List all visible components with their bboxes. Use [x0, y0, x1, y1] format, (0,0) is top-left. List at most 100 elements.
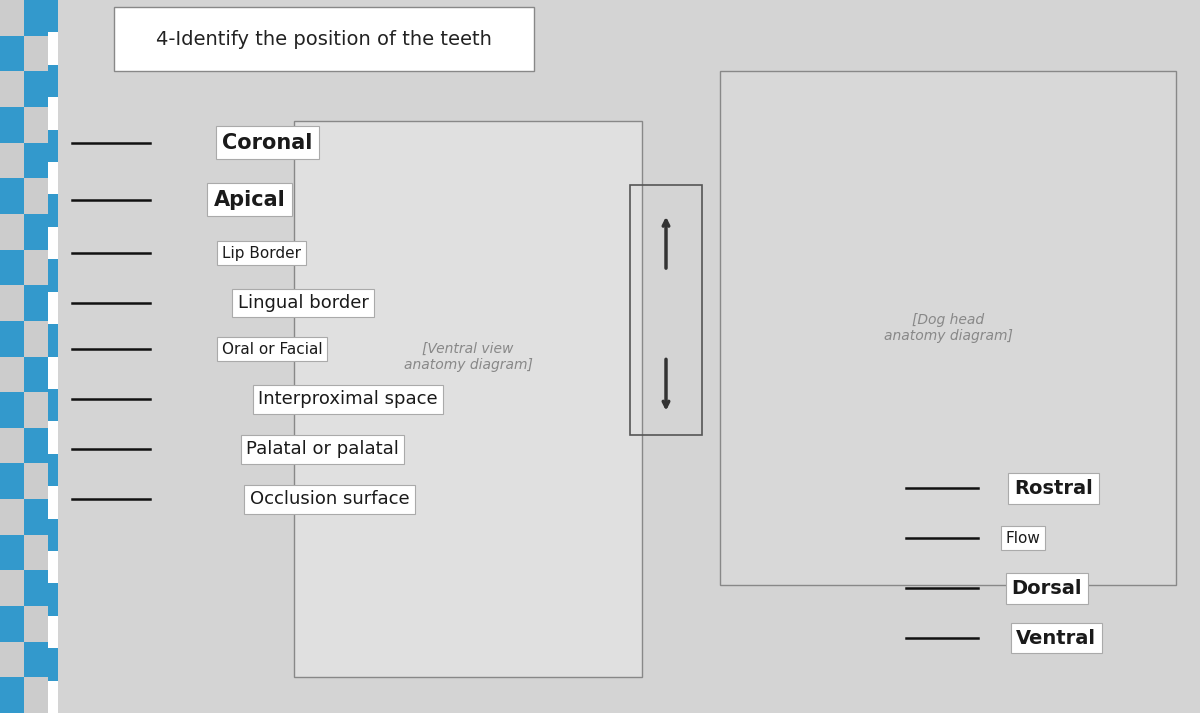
Bar: [0, 130, 58, 162]
Bar: [0, 285, 24, 321]
Bar: [29, 356, 58, 389]
Bar: [0, 356, 24, 392]
Bar: [24, 428, 48, 463]
Text: Dorsal: Dorsal: [1012, 579, 1082, 597]
Bar: [24, 285, 48, 321]
Bar: [29, 227, 58, 260]
Bar: [29, 130, 58, 162]
Bar: [0, 570, 24, 606]
Bar: [0, 392, 24, 428]
Bar: [0, 583, 58, 616]
Text: Rostral: Rostral: [1014, 479, 1093, 498]
Bar: [24, 392, 48, 428]
Bar: [0, 227, 58, 260]
Bar: [0, 292, 58, 324]
Bar: [24, 606, 48, 642]
Bar: [29, 551, 58, 583]
Text: Oral or Facial: Oral or Facial: [222, 342, 323, 357]
Bar: [0, 250, 24, 285]
Bar: [0, 0, 24, 36]
Text: Coronal: Coronal: [222, 133, 312, 153]
Bar: [24, 71, 48, 107]
Bar: [0, 389, 58, 421]
Text: Palatal or palatal: Palatal or palatal: [246, 440, 398, 458]
Bar: [0, 97, 58, 130]
Bar: [29, 421, 58, 453]
Text: Apical: Apical: [214, 190, 286, 210]
Bar: [24, 570, 48, 606]
Bar: [0, 616, 58, 648]
Bar: [29, 195, 58, 227]
Bar: [0, 453, 58, 486]
Bar: [0, 486, 58, 518]
FancyBboxPatch shape: [114, 7, 534, 71]
Bar: [29, 260, 58, 292]
Text: 4-Identify the position of the teeth: 4-Identify the position of the teeth: [156, 30, 492, 48]
Bar: [0, 681, 58, 713]
Bar: [29, 648, 58, 681]
Bar: [0, 107, 24, 143]
Bar: [24, 677, 48, 713]
Bar: [29, 65, 58, 97]
Bar: [24, 214, 48, 250]
Bar: [0, 214, 24, 250]
Bar: [0, 518, 58, 551]
Bar: [0, 71, 24, 107]
Bar: [29, 518, 58, 551]
Bar: [0, 642, 24, 677]
Bar: [0, 677, 24, 713]
Bar: [29, 453, 58, 486]
Text: Ventral: Ventral: [1016, 629, 1097, 647]
Bar: [720, 71, 1176, 585]
Bar: [0, 535, 24, 570]
Bar: [29, 486, 58, 518]
Bar: [24, 642, 48, 677]
Text: [Dog head
anatomy diagram]: [Dog head anatomy diagram]: [883, 313, 1013, 343]
Bar: [0, 32, 58, 65]
Bar: [24, 499, 48, 535]
Bar: [29, 389, 58, 421]
Bar: [294, 121, 642, 677]
Bar: [0, 65, 58, 97]
Bar: [0, 0, 34, 713]
Text: Interproximal space: Interproximal space: [258, 390, 438, 409]
Bar: [0, 499, 24, 535]
Bar: [0, 178, 24, 214]
Bar: [29, 32, 58, 65]
Text: Flow: Flow: [1006, 530, 1040, 546]
Bar: [29, 616, 58, 648]
Bar: [0, 551, 58, 583]
Bar: [24, 321, 48, 356]
Text: Lip Border: Lip Border: [222, 245, 301, 261]
Bar: [0, 162, 58, 195]
Bar: [0, 356, 58, 389]
Bar: [29, 162, 58, 195]
Bar: [24, 0, 48, 36]
Bar: [24, 535, 48, 570]
Bar: [29, 681, 58, 713]
Bar: [0, 606, 24, 642]
Text: Occlusion surface: Occlusion surface: [250, 490, 409, 508]
Bar: [0, 324, 58, 356]
Bar: [24, 250, 48, 285]
Bar: [0, 428, 24, 463]
Bar: [24, 36, 48, 71]
Bar: [24, 107, 48, 143]
Text: Lingual border: Lingual border: [238, 294, 368, 312]
Bar: [0, 421, 58, 453]
Bar: [24, 143, 48, 178]
Bar: [29, 97, 58, 130]
Bar: [0, 260, 58, 292]
Text: [Ventral view
anatomy diagram]: [Ventral view anatomy diagram]: [403, 342, 533, 371]
Bar: [24, 178, 48, 214]
Bar: [29, 0, 58, 32]
Bar: [24, 356, 48, 392]
Bar: [0, 0, 58, 32]
Bar: [29, 583, 58, 616]
Bar: [0, 321, 24, 356]
Bar: [0, 36, 24, 71]
Bar: [0, 648, 58, 681]
Bar: [29, 324, 58, 356]
Bar: [0, 463, 24, 499]
Bar: [0, 195, 58, 227]
